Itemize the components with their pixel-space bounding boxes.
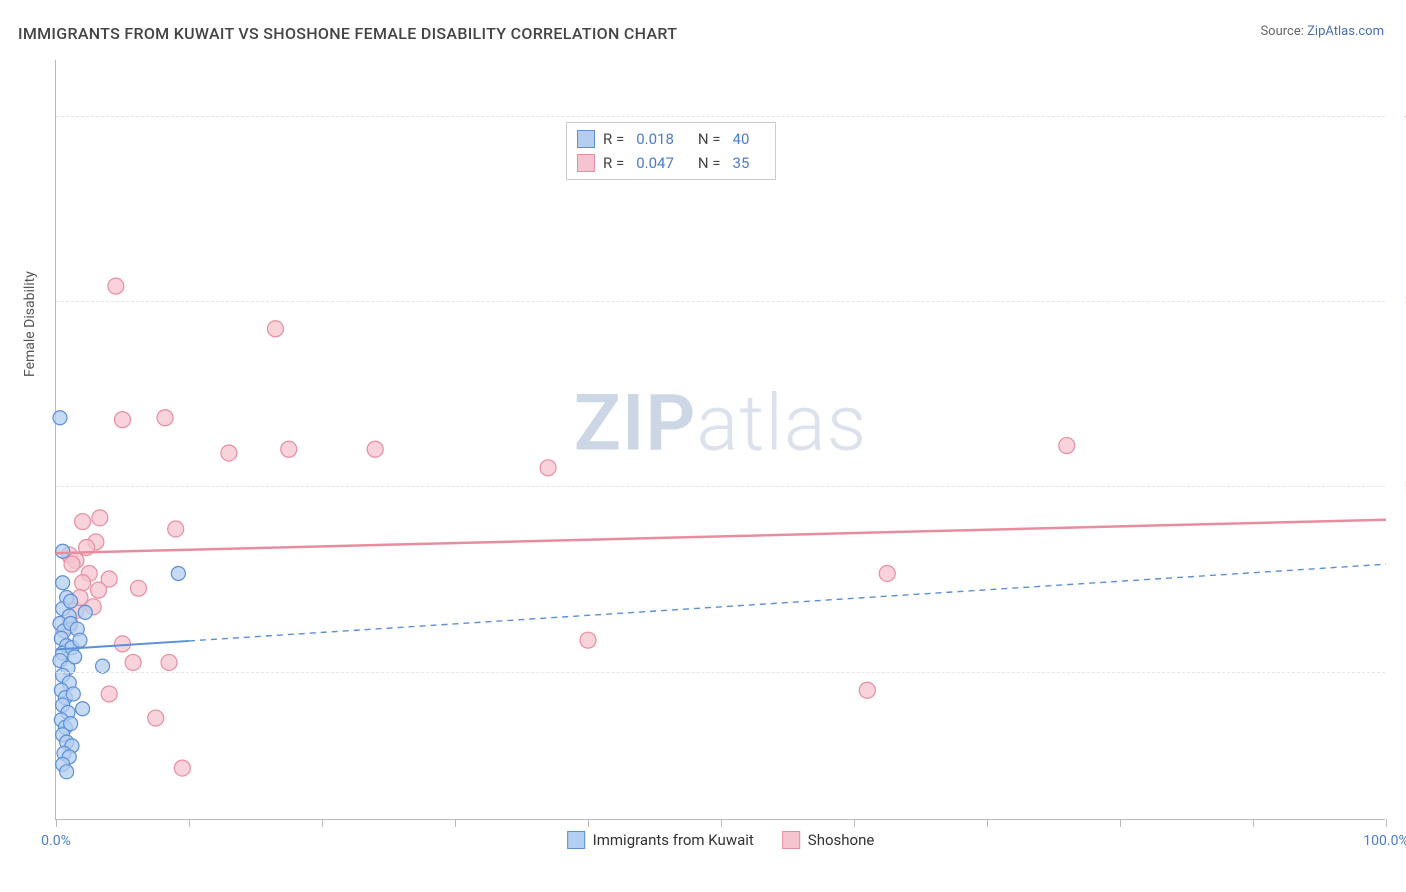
scatter-point: [64, 556, 80, 572]
scatter-point: [148, 710, 164, 726]
scatter-point: [125, 654, 141, 670]
x-tick: [987, 819, 988, 827]
y-axis-label: Female Disability: [22, 271, 38, 377]
scatter-point: [171, 566, 185, 580]
scatter-point: [78, 605, 92, 619]
scatter-point: [540, 460, 556, 476]
scatter-point: [168, 521, 184, 537]
x-tick-label: 0.0%: [41, 833, 71, 849]
x-tick: [1253, 819, 1254, 827]
scatter-point: [101, 686, 117, 702]
legend-label-1: Immigrants from Kuwait: [593, 831, 754, 849]
chart-container: IMMIGRANTS FROM KUWAIT VS SHOSHONE FEMAL…: [0, 0, 1406, 892]
source-attribution: Source: ZipAtlas.com: [1260, 24, 1384, 39]
gridline: [56, 301, 1385, 302]
trend-line-dashed: [189, 564, 1386, 641]
scatter-point: [859, 682, 875, 698]
scatter-point: [221, 445, 237, 461]
x-tick: [189, 819, 190, 827]
scatter-point: [879, 565, 895, 581]
x-tick: [588, 819, 589, 827]
scatter-point: [267, 321, 283, 337]
source-link[interactable]: ZipAtlas.com: [1307, 24, 1384, 39]
x-tick: [322, 819, 323, 827]
scatter-point: [60, 765, 74, 779]
y-tick-label: 20.0%: [1393, 478, 1406, 494]
scatter-svg: [56, 60, 1385, 819]
scatter-point: [281, 441, 297, 457]
scatter-point: [68, 650, 82, 664]
scatter-point: [130, 580, 146, 596]
legend-label-2: Shoshone: [808, 831, 875, 849]
gridline: [56, 116, 1385, 117]
scatter-point: [56, 576, 70, 590]
scatter-point: [66, 687, 80, 701]
scatter-point: [73, 633, 87, 647]
scatter-point: [174, 760, 190, 776]
source-label: Source:: [1260, 24, 1303, 39]
swatch-series-2-bottom: [782, 831, 800, 849]
scatter-point: [92, 510, 108, 526]
chart-title: IMMIGRANTS FROM KUWAIT VS SHOSHONE FEMAL…: [18, 24, 677, 43]
scatter-point: [108, 278, 124, 294]
x-tick: [1120, 819, 1121, 827]
x-tick: [56, 819, 57, 827]
gridline: [56, 672, 1385, 673]
x-tick: [854, 819, 855, 827]
trend-line-solid: [56, 520, 1386, 553]
scatter-point: [1059, 438, 1075, 454]
scatter-point: [91, 582, 107, 598]
scatter-point: [115, 412, 131, 428]
swatch-series-1-bottom: [567, 831, 585, 849]
scatter-point: [53, 411, 67, 425]
x-tick: [1386, 819, 1387, 827]
legend-item-1: Immigrants from Kuwait: [567, 831, 754, 849]
scatter-point: [157, 410, 173, 426]
scatter-point: [75, 514, 91, 530]
legend-bottom: Immigrants from Kuwait Shoshone: [567, 831, 875, 849]
scatter-point: [580, 632, 596, 648]
scatter-point: [161, 654, 177, 670]
scatter-point: [56, 544, 70, 558]
x-tick: [721, 819, 722, 827]
scatter-point: [64, 594, 78, 608]
x-tick: [455, 819, 456, 827]
scatter-point: [76, 702, 90, 716]
legend-item-2: Shoshone: [782, 831, 875, 849]
scatter-point: [367, 441, 383, 457]
plot-area: ZIPatlas R = 0.018 N = 40 R = 0.047 N = …: [55, 60, 1385, 820]
y-tick-label: 30.0%: [1393, 293, 1406, 309]
x-tick-label: 100.0%: [1363, 833, 1406, 849]
gridline: [56, 486, 1385, 487]
y-tick-label: 40.0%: [1393, 108, 1406, 124]
y-tick-label: 10.0%: [1393, 664, 1406, 680]
scatter-point: [75, 575, 91, 591]
